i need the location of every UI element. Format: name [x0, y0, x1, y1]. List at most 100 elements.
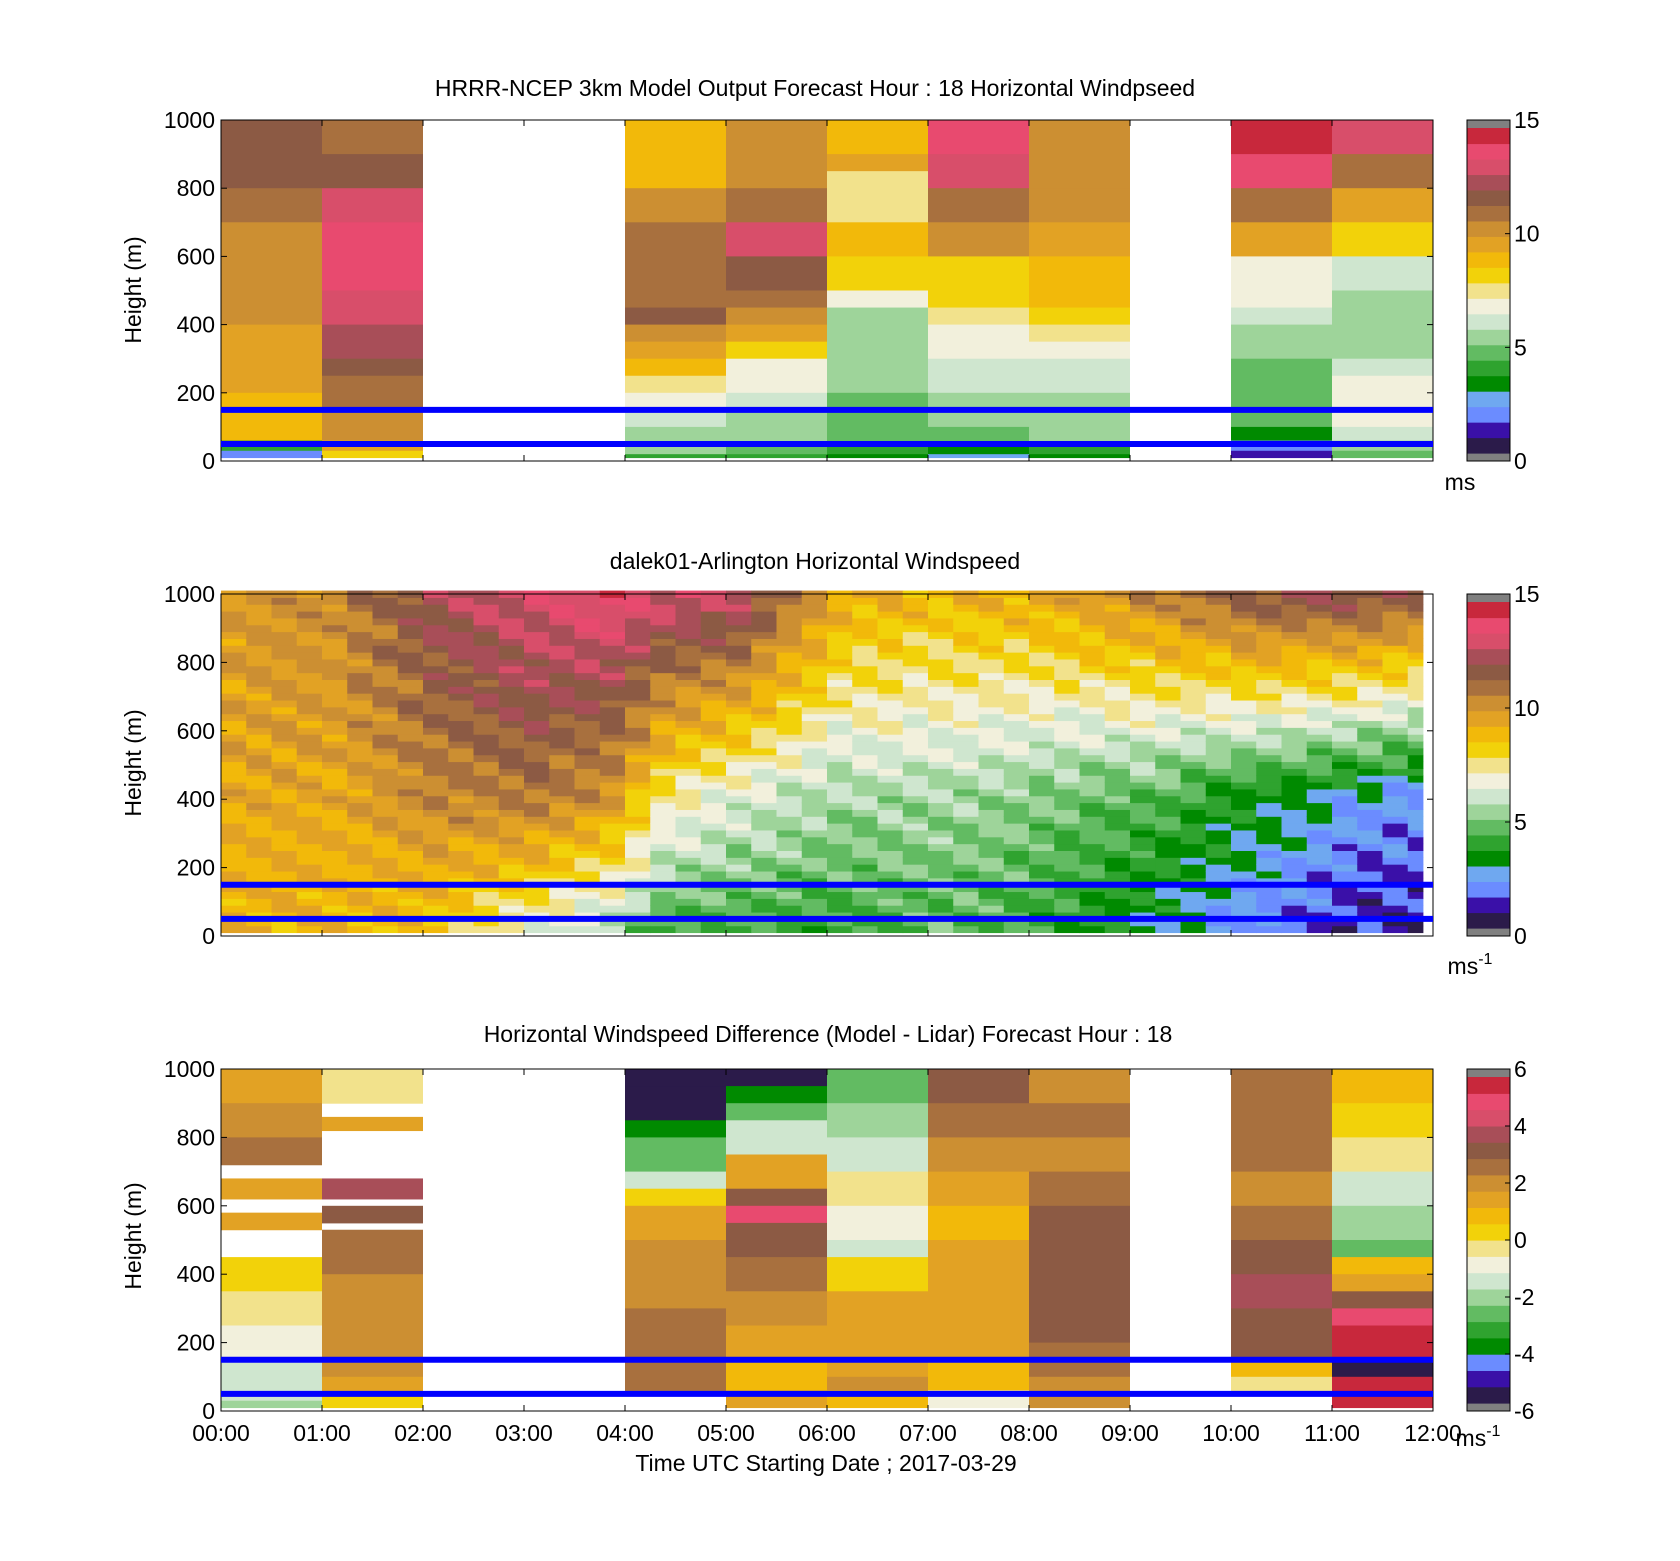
heatmap-cell: [1054, 597, 1080, 605]
heatmap-cell: [675, 747, 702, 756]
heatmap-cell: [448, 747, 474, 756]
heatmap-cell: [574, 836, 601, 845]
heatmap-cell: [1155, 788, 1181, 797]
heatmap-cell: [928, 1069, 1029, 1104]
heatmap-cell: [1382, 679, 1409, 687]
heatmap-cell: [1256, 871, 1282, 879]
heatmap-cell: [498, 802, 525, 810]
heatmap-cell: [599, 782, 626, 790]
heatmap-cell: [322, 645, 348, 653]
heatmap-cell: [1054, 665, 1080, 674]
colorbar-swatch: [1467, 220, 1510, 237]
heatmap-cell: [246, 850, 272, 858]
heatmap-cell: [852, 747, 878, 756]
heatmap-cell: [1231, 720, 1257, 728]
heatmap-cell: [726, 686, 752, 694]
heatmap-cell: [1256, 823, 1282, 831]
heatmap-cell: [221, 727, 247, 735]
heatmap-cell: [574, 912, 601, 920]
heatmap-cell: [726, 1205, 827, 1224]
heatmap-cell: [322, 1274, 423, 1344]
heatmap-cell: [700, 775, 727, 783]
heatmap-cell: [524, 829, 550, 838]
heatmap-cell: [1205, 734, 1232, 742]
colorbar-swatch: [1467, 726, 1510, 743]
heatmap-cell: [751, 905, 777, 913]
heatmap-cell: [347, 871, 373, 879]
heatmap-cell: [271, 829, 298, 838]
heatmap-cell: [1332, 624, 1358, 633]
y-tick-label: 1000: [164, 581, 215, 607]
heatmap-cell: [877, 706, 904, 715]
heatmap-cell: [978, 782, 1005, 790]
heatmap-cell: [296, 905, 323, 913]
heatmap-cell: [1003, 679, 1030, 687]
heatmap-cell: [1332, 816, 1358, 824]
heatmap-cell: [271, 720, 298, 728]
heatmap-cell: [372, 734, 399, 742]
heatmap-cell: [1306, 816, 1333, 824]
heatmap-cell: [928, 693, 954, 701]
heatmap-cell: [397, 631, 424, 639]
heatmap-cell: [1054, 727, 1080, 735]
heatmap-cell: [473, 741, 500, 749]
heatmap-cell: [1281, 850, 1308, 858]
heatmap-cell: [1306, 768, 1333, 776]
heatmap-cell: [1104, 645, 1131, 653]
heatmap-cell: [1231, 754, 1257, 763]
heatmap-cell: [347, 788, 373, 797]
heatmap-cell: [296, 918, 323, 927]
heatmap-cell: [1332, 290, 1433, 326]
heatmap-cell: [221, 1069, 322, 1104]
heatmap-cell: [322, 658, 348, 667]
heatmap-cell: [978, 925, 1005, 934]
heatmap-cell: [423, 891, 449, 899]
heatmap-cell: [524, 836, 550, 845]
heatmap-cell: [599, 905, 626, 913]
heatmap-cell: [473, 611, 500, 619]
heatmap-cell: [397, 597, 424, 605]
heatmap-cell: [675, 706, 702, 715]
heatmap-cell: [1003, 631, 1030, 639]
heatmap-cell: [271, 925, 298, 934]
heatmap-cell: [700, 747, 727, 756]
colorbar-swatch: [1467, 741, 1510, 758]
heatmap-cell: [498, 652, 525, 660]
heatmap-cell: [1130, 802, 1156, 810]
heatmap-cell: [1079, 918, 1106, 927]
heatmap-cell: [397, 679, 424, 687]
heatmap-cell: [650, 597, 676, 605]
heatmap-cell: [574, 597, 601, 605]
heatmap-cell: [1306, 918, 1333, 927]
y-tick-label: 200: [177, 1330, 215, 1356]
heatmap-cell: [1180, 898, 1207, 906]
heatmap-cell: [1231, 222, 1332, 257]
heatmap-cell: [322, 1376, 423, 1395]
colorbar-swatch: [1467, 267, 1510, 284]
heatmap-cell: [1332, 611, 1358, 619]
heatmap-cell: [498, 754, 525, 763]
heatmap-cell: [1155, 782, 1181, 790]
heatmap-cell: [221, 1178, 322, 1200]
heatmap-cell: [1332, 843, 1358, 851]
heatmap-cell: [1054, 658, 1080, 667]
colorbar-swatch: [1467, 251, 1510, 268]
heatmap-cell: [726, 747, 752, 756]
heatmap-cell: [1029, 324, 1130, 343]
heatmap-cell: [221, 795, 247, 804]
heatmap-cell: [322, 768, 348, 776]
heatmap-cell: [1231, 877, 1257, 886]
heatmap-cell: [726, 624, 752, 633]
heatmap-cell: [852, 617, 878, 626]
heatmap-cell: [246, 802, 272, 810]
heatmap-cell: [978, 871, 1005, 879]
heatmap-cell: [1231, 741, 1257, 749]
heatmap-cell: [801, 734, 828, 742]
heatmap-cell: [1382, 617, 1409, 626]
heatmap-cell: [978, 741, 1005, 749]
heatmap-cell: [1407, 686, 1424, 694]
heatmap-cell: [726, 1120, 827, 1155]
heatmap-cell: [1281, 672, 1308, 680]
heatmap-cell: [852, 816, 878, 824]
heatmap-cell: [801, 713, 828, 722]
